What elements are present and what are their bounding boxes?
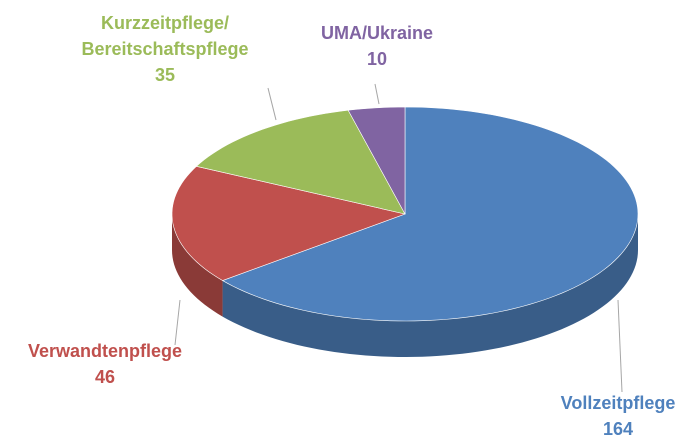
pie-slice xyxy=(171,165,407,281)
value-label: 10 xyxy=(366,49,388,69)
pie-slice xyxy=(347,106,406,215)
data-label: Verwandtenpflege 46 xyxy=(28,338,182,390)
category-label: Verwandtenpflege xyxy=(27,341,183,361)
category-label: Vollzeitpflege xyxy=(560,393,676,413)
pie-slice-side xyxy=(222,214,638,357)
pie-slice xyxy=(221,106,639,322)
category-label: Kurzzeitpflege/ Bereitschaftspflege xyxy=(81,13,249,59)
value-label: 46 xyxy=(94,367,116,387)
value-label: 35 xyxy=(154,65,176,85)
leader-line xyxy=(374,83,380,105)
category-label: UMA/Ukraine xyxy=(320,23,434,43)
pie-slice-side xyxy=(172,214,223,317)
leader-line xyxy=(174,299,181,346)
leader-line xyxy=(617,299,623,393)
data-label: UMA/Ukraine 10 xyxy=(321,20,433,72)
pie-slice xyxy=(195,109,406,215)
leader-line xyxy=(267,87,277,121)
value-label: 164 xyxy=(602,419,634,437)
data-label: Kurzzeitpflege/ Bereitschaftspflege 35 xyxy=(81,10,248,88)
data-label: Vollzeitpflege 164 xyxy=(561,390,676,437)
